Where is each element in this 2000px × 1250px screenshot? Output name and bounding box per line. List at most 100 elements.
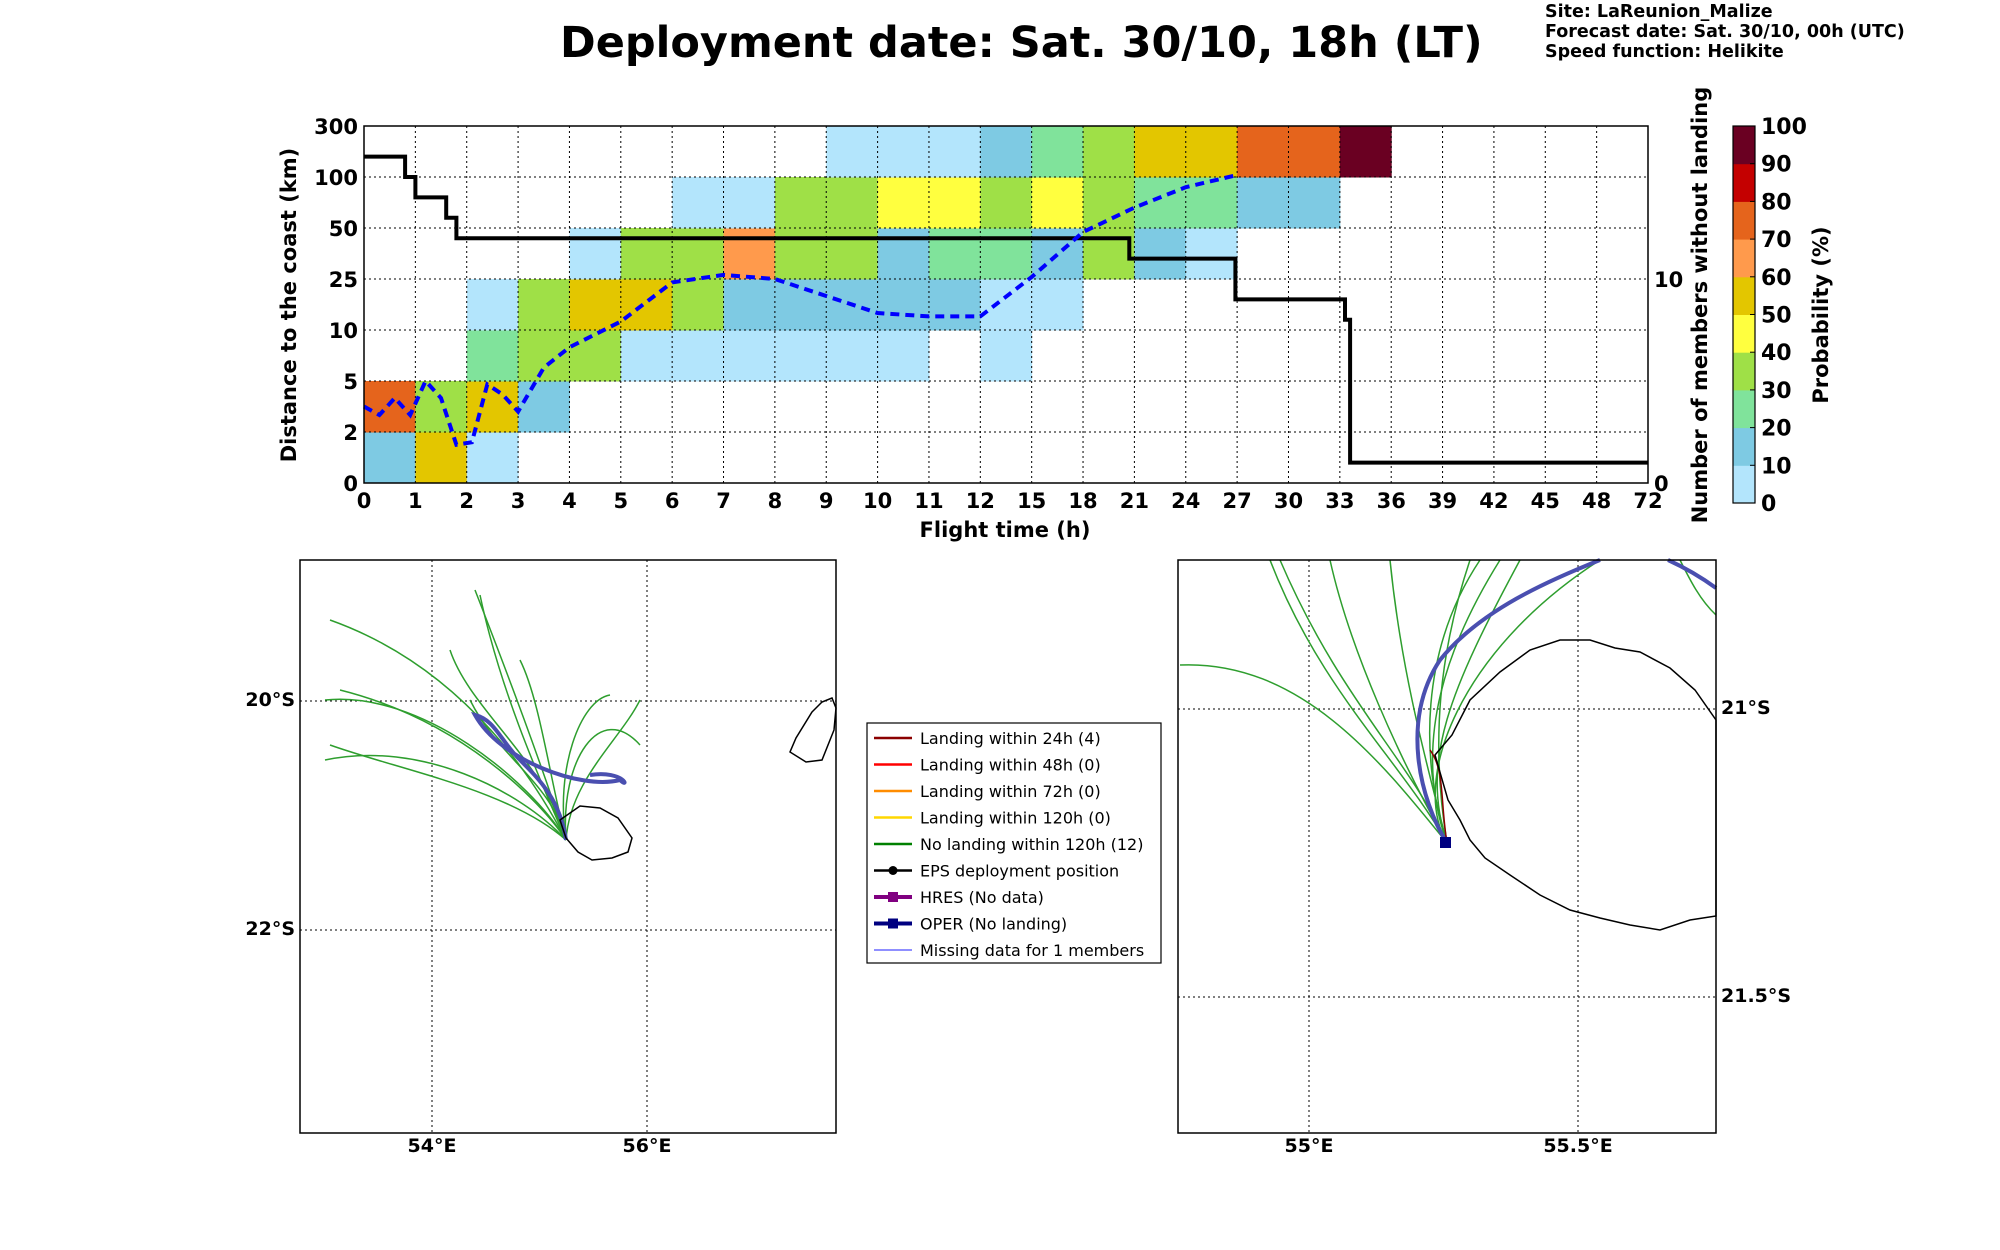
legend-label: Landing within 24h (4) [920,729,1101,748]
legend-item: Missing data for 1 members [874,941,1144,960]
site-label: Site: LaReunion_Malize [1545,2,1773,22]
heatmap-cell [1288,177,1341,229]
heatmap-cell [1185,177,1238,229]
x-axis-label: Flight time (h) [920,518,1091,542]
lon-label-54E: 54°E [408,1135,457,1157]
colorbar-tick-label: 40 [1761,341,1792,366]
heatmap-cell [723,279,776,331]
colorbar-swatch [1733,126,1755,165]
heatmap-gridlines [364,126,1648,483]
heatmap-cell [1237,126,1289,178]
lon-label-55E: 55°E [1285,1135,1334,1157]
y-tick-label: 50 [329,217,358,241]
x-tick-label: 12 [966,489,995,513]
y-axis-label: Distance to the coast (km) [277,148,301,463]
legend-frame [866,722,1162,964]
legend-item: OPER (No landing) [874,915,1067,934]
heatmap-cell [518,381,570,433]
heatmap-cell [980,177,1033,229]
x-tick-label: 3 [511,489,526,513]
y-tick-label: 0 [343,472,358,496]
heatmap-cell [1031,279,1084,331]
x-tick-labels: 0 1 2 3 4 5 6 7 8 9 10 11 12 15 18 21 24 27 30 33 36 39 42 45 48… [357,489,1663,513]
heatmap-cell [1031,126,1084,178]
y-tick-label: 10 [329,319,358,343]
heatmap-cell [826,177,879,229]
legend-items: Landing within 24h (4) Landing within 48h… [874,729,1144,960]
heatmap-cell [672,330,725,382]
x-tick-label: 8 [768,489,783,513]
heatmap-cell [980,126,1033,178]
colorbar-swatch [1733,465,1755,504]
heatmap-cell [877,177,930,229]
heatmap-cell [928,126,981,178]
lat-label-21S: 21°S [1721,697,1771,719]
x-tick-label: 24 [1171,489,1200,513]
heatmap-cell [877,228,930,280]
heatmap-cell [415,432,468,484]
heatmap-cell [620,228,673,280]
legend-item: Landing within 72h (0) [874,782,1101,801]
mauritius-coastline [789,697,837,763]
legend-item: Landing within 120h (0) [874,809,1111,828]
x-tick-label: 7 [716,489,731,513]
colorbar-swatch [1733,314,1755,353]
colorbar-swatch [1733,276,1755,315]
colorbar-swatch [1733,163,1755,202]
heatmap-cell [877,126,930,178]
heatmap-cell [518,330,570,382]
heatmap-cell [774,228,827,280]
legend-swatch-marker [888,918,898,929]
lat-label-20S: 20°S [245,689,295,711]
colorbar-tick-label: 60 [1761,266,1792,291]
zoomed-oper-trajectory [1415,558,1601,845]
heatmap-cell [723,228,776,280]
heatmap-cell [1185,126,1238,178]
x-tick-label: 39 [1428,489,1457,513]
y2-tick-labels: 0 10 [1654,268,1683,496]
y-tick-label: 25 [329,268,358,292]
x-tick-label: 33 [1325,489,1354,513]
heatmap-cell [569,279,622,331]
lat-label-22S: 22°S [245,918,295,940]
colorbar-tick-label: 50 [1761,304,1792,329]
zoomed-landing-trajectory [1429,749,1448,844]
heatmap-cell [620,330,673,382]
y2-axis-label: Number of members without landing [1688,87,1712,524]
x-tick-label: 21 [1120,489,1149,513]
heatmap-cell [980,279,1033,331]
legend-label: Landing within 72h (0) [920,782,1101,801]
legend-label: Missing data for 1 members [920,941,1144,960]
colorbar-tick-label: 10 [1761,454,1792,479]
zoomed-map-gridlines [1178,560,1716,1133]
heatmap-cell [569,330,622,382]
heatmap-cell [774,279,827,331]
heatmap-cell [364,432,416,484]
forecast-metadata: Site: LaReunion_Malize Forecast date: Sa… [1545,2,1905,62]
figure-title: Deployment date: Sat. 30/10, 18h (LT) [560,18,1483,68]
colorbar-tick-label: 100 [1761,115,1807,140]
legend-item: Landing within 48h (0) [874,756,1101,775]
y-tick-label: 100 [314,166,358,190]
x-tick-label: 11 [914,489,943,513]
heatmap-cell [826,126,879,178]
x-tick-label: 27 [1223,489,1252,513]
x-tick-label: 45 [1531,489,1560,513]
colorbar-tick-label: 0 [1761,492,1776,517]
colorbar-tick-label: 80 [1761,190,1792,215]
legend-swatch-marker [888,892,898,902]
legend-label: OPER (No landing) [920,915,1067,934]
heatmap-cell [826,330,879,382]
heatmap-cell [1288,126,1341,178]
y2-tick-label: 0 [1654,472,1669,496]
heatmap-frame [363,125,1649,484]
legend-label: Landing within 120h (0) [920,809,1111,828]
x-tick-label: 4 [562,489,577,513]
colorbar-label: Probability (%) [1809,226,1833,403]
heatmap-cell [466,279,519,331]
x-tick-label: 1 [408,489,423,513]
heatmap-cell [1134,126,1187,178]
heatmap-cell [723,330,776,382]
